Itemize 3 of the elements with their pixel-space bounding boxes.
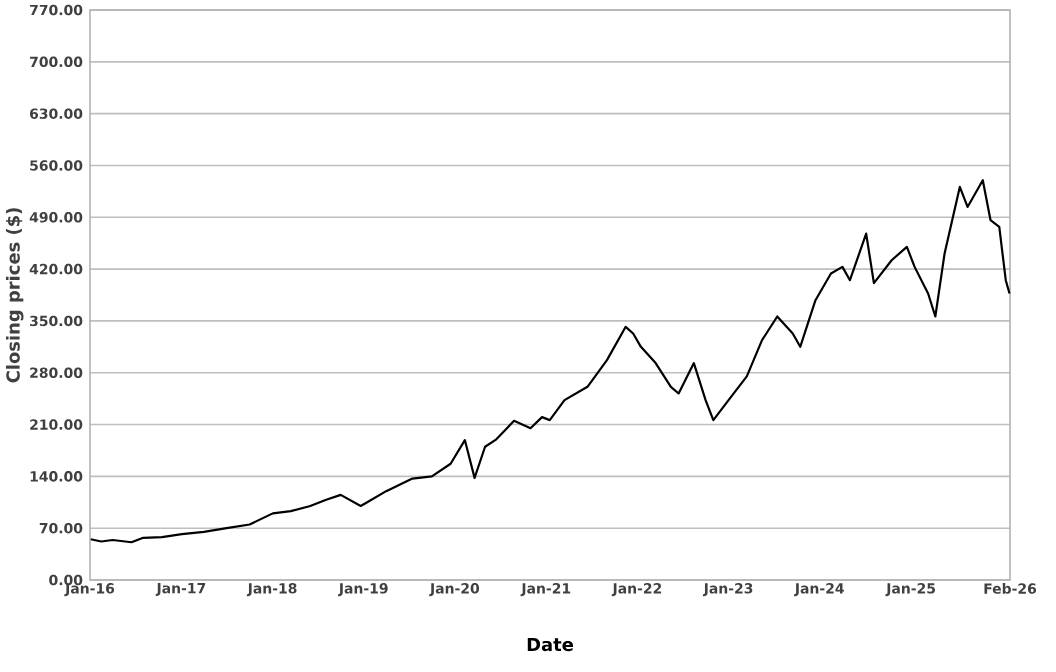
x-axis-title: Date: [527, 637, 574, 652]
line-series: [89, 179, 1011, 544]
y-axis-title: Closing prices ($): [5, 208, 24, 383]
